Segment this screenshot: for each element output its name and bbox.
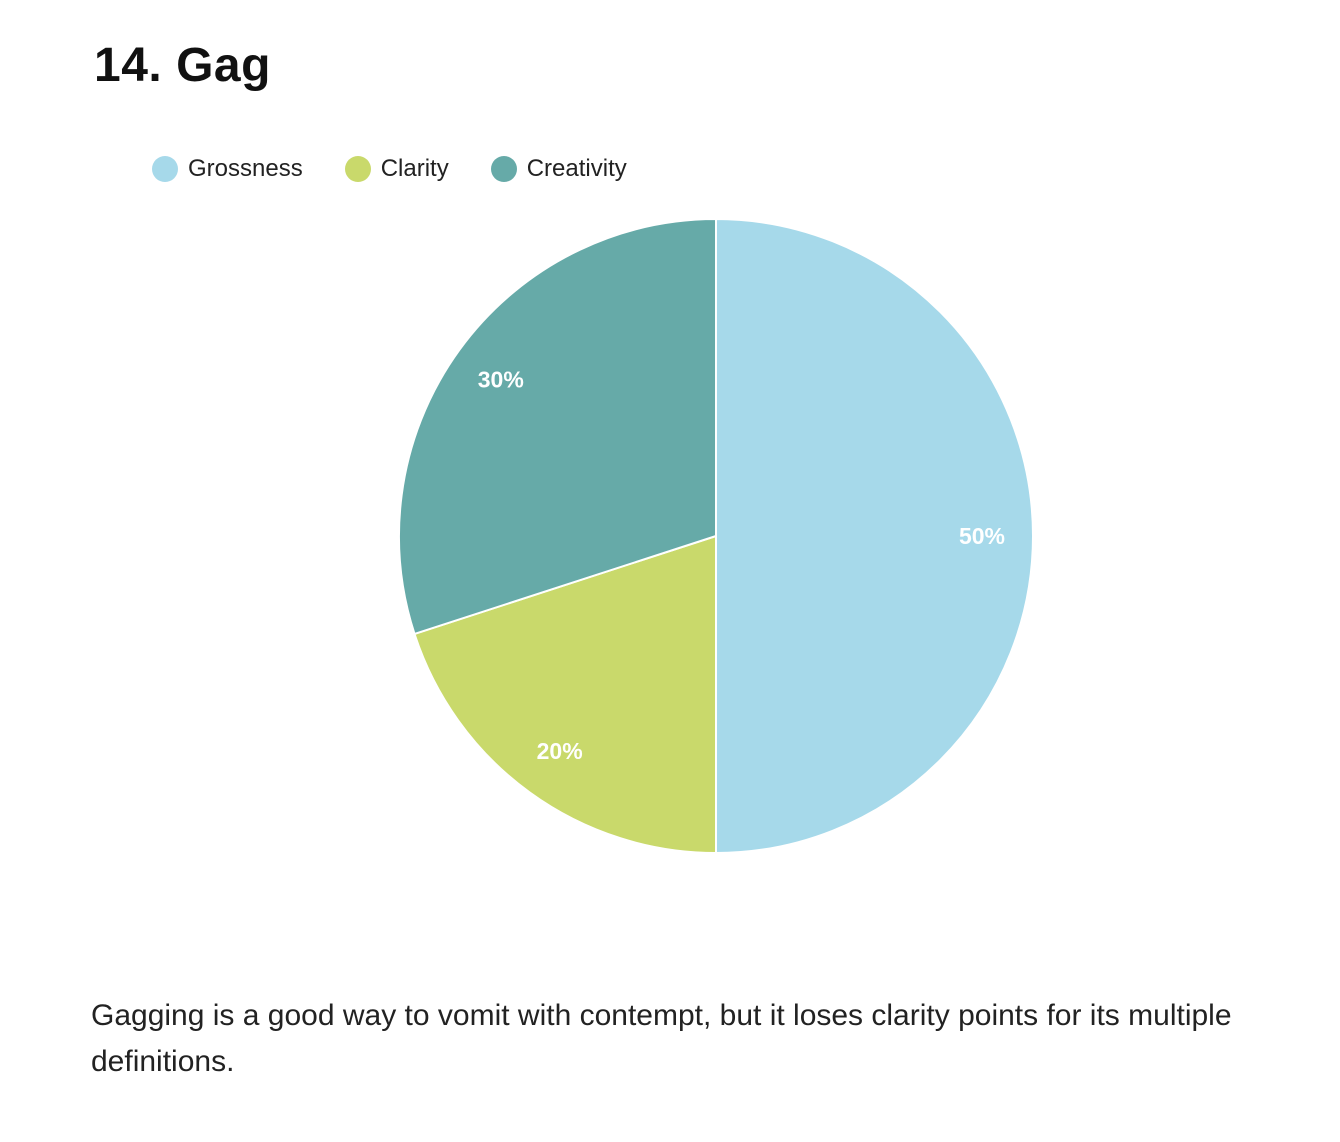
legend-label-creativity: Creativity	[526, 155, 627, 182]
pie-slice-clarity[interactable]	[413, 535, 717, 854]
legend-item-clarity[interactable]: Clarity	[344, 155, 449, 183]
pie-slice-grossness[interactable]	[715, 218, 1034, 854]
legend-item-grossness[interactable]: Grossness	[152, 155, 303, 183]
slice-label-creativity: 30%	[478, 367, 524, 393]
legend-item-creativity[interactable]: Creativity	[490, 155, 627, 183]
legend-swatch-creativity	[490, 156, 517, 182]
legend-swatch-grossness	[152, 156, 178, 182]
slice-label-grossness: 50%	[959, 523, 1005, 549]
slice-label-clarity: 20%	[537, 738, 583, 764]
chart-caption: Gagging is a good way to vomit with cont…	[91, 999, 1232, 1078]
pie-slice-creativity[interactable]	[398, 218, 717, 635]
legend-label-clarity: Clarity	[380, 155, 449, 182]
chart-legend: Grossness Clarity Creativity	[152, 152, 669, 186]
legend-label-grossness: Grossness	[188, 155, 303, 182]
legend-swatch-clarity	[344, 156, 371, 182]
chart-heading: 14. Gag	[94, 39, 271, 92]
